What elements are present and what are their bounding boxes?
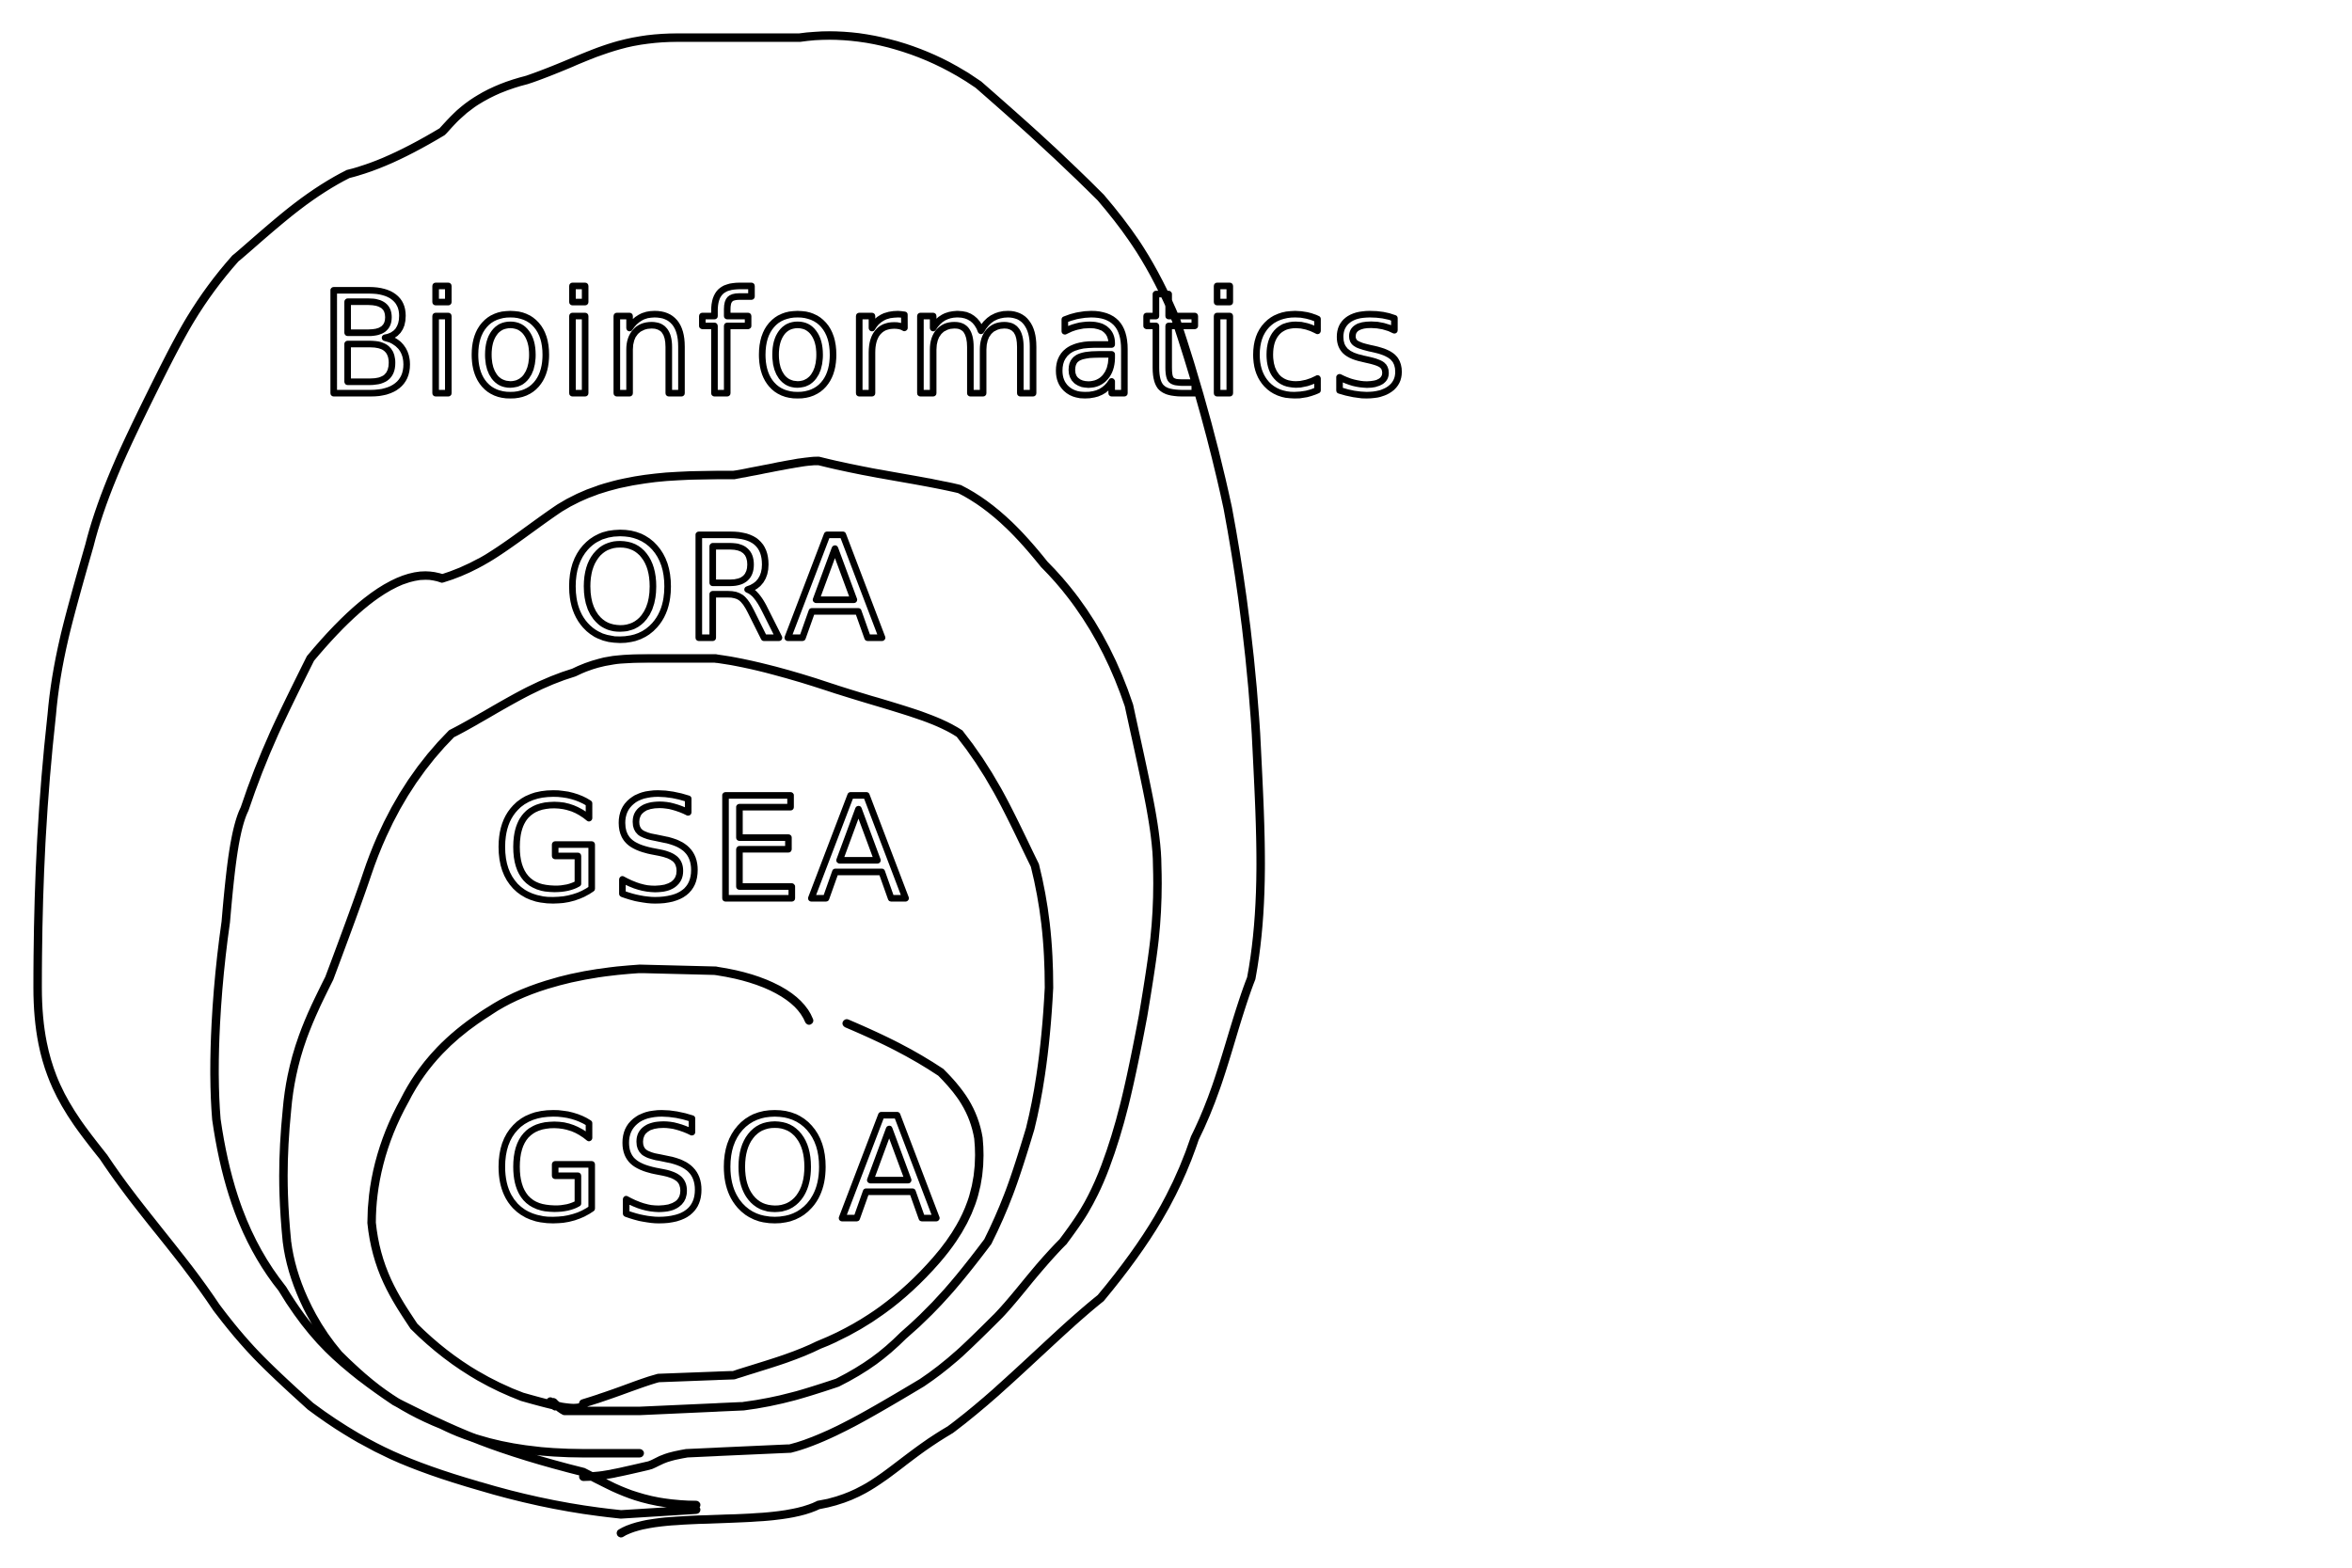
label-gsoa: GSOA [494,1088,951,1252]
ring-gsea [278,654,1054,1458]
label-gsea: GSEA [494,768,916,932]
label-bioinformatics: Bioinformatics [320,263,1411,427]
ring-bioinformatics [33,31,1265,1538]
ring-gsoa-lower [579,1019,984,1408]
ring-ora [210,456,1162,1510]
ring-gsoa [367,964,814,1413]
label-ora: ORA [564,508,893,672]
